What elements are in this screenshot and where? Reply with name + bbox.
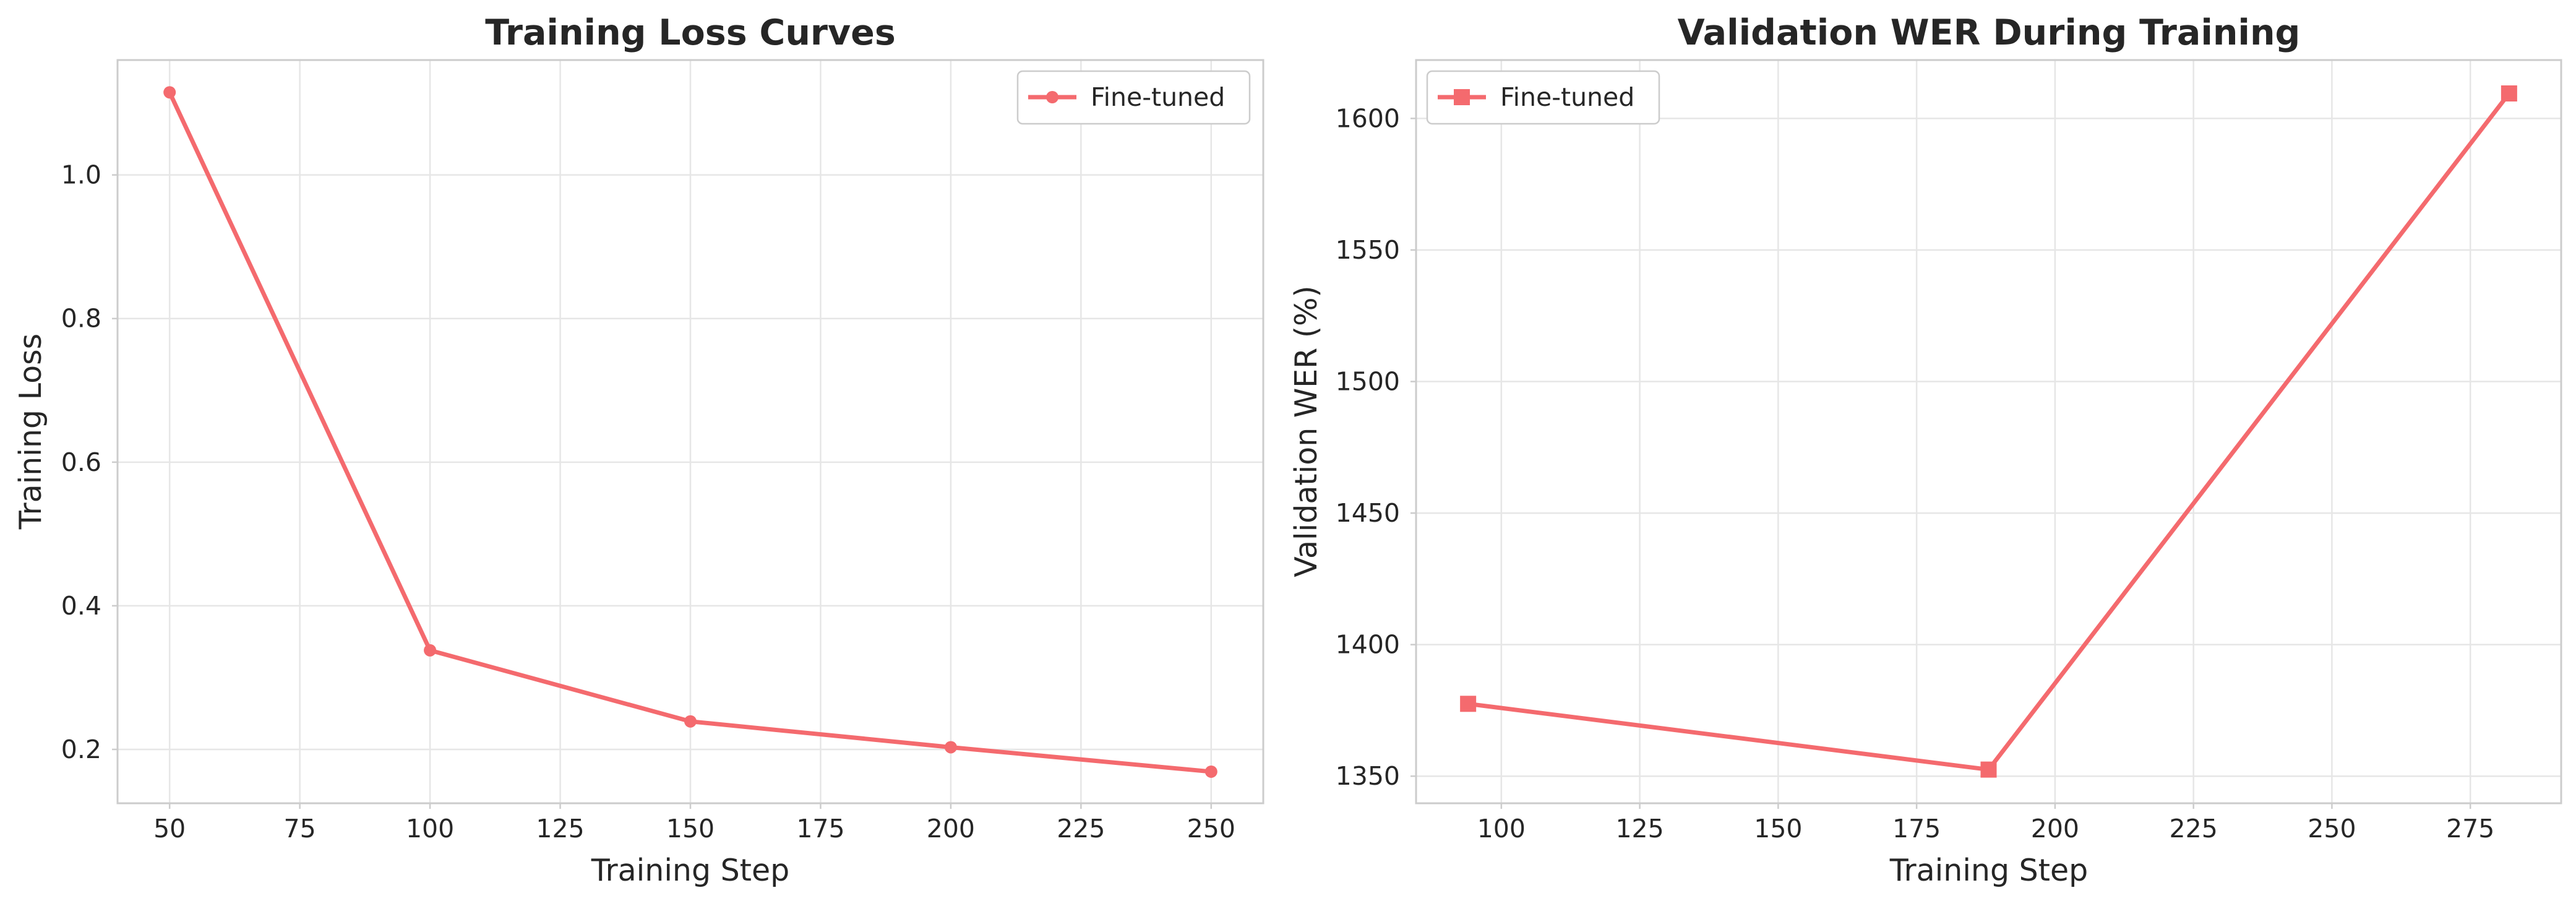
wer-y-tick-label: 1500 (1336, 367, 1400, 397)
wer-gridlines (1416, 60, 2561, 803)
wer-x-tick-label: 100 (1477, 814, 1526, 843)
loss-legend-marker (1046, 91, 1058, 103)
loss-data-point (1204, 765, 1217, 778)
loss-y-tick-label: 0.4 (61, 591, 101, 621)
wer-y-tick-label: 1550 (1336, 235, 1400, 265)
wer-y-tick-label: 1450 (1336, 498, 1400, 528)
loss-x-axis-label: Training Step (591, 853, 790, 888)
loss-y-tick-label: 1.0 (61, 160, 101, 190)
wer-chart-title: Validation WER During Training (1678, 12, 2301, 53)
wer-data-point (1980, 761, 1997, 778)
wer-x-tick-label: 175 (1892, 814, 1941, 843)
wer-legend-label: Fine-tuned (1500, 82, 1634, 112)
loss-chart-title: Training Loss Curves (485, 12, 896, 53)
wer-x-tick-label: 150 (1754, 814, 1802, 843)
wer-data-point (1460, 696, 1477, 712)
loss-x-tick-label: 125 (536, 814, 584, 843)
loss-legend-label: Fine-tuned (1091, 82, 1225, 112)
loss-x-tick-label: 250 (1187, 814, 1235, 843)
wer-plot-area (1416, 60, 2561, 803)
loss-data-point (684, 715, 697, 728)
wer-y-tick-label: 1350 (1336, 761, 1400, 791)
loss-chart: Training Loss Curves 50 75 100 125 150 175 200… (13, 12, 1264, 888)
loss-y-tick-label: 0.8 (61, 304, 101, 334)
wer-legend-box (1426, 70, 1660, 125)
wer-y-tick-label: 1600 (1336, 103, 1400, 133)
wer-x-axis-label: Training Step (1889, 853, 2089, 888)
loss-y-axis-label: Training Loss (13, 334, 48, 530)
wer-legend-marker (1454, 89, 1470, 105)
wer-ticks: 100 125 150 175 200 225 250 275 1350 1400 1450 1500… (1336, 103, 2495, 843)
loss-x-tick-label: 200 (927, 814, 975, 843)
wer-data-point (2501, 85, 2517, 101)
wer-chart: Validation WER During Training 100 125 150… (1289, 12, 2562, 888)
wer-y-tick-label: 1400 (1336, 630, 1400, 660)
wer-x-tick-label: 250 (2308, 814, 2356, 843)
wer-y-axis-label: Validation WER (%) (1289, 285, 1324, 577)
loss-legend: Fine-tuned (1016, 70, 1251, 125)
loss-x-tick-label: 75 (284, 814, 316, 843)
loss-x-tick-label: 50 (153, 814, 186, 843)
loss-gridlines (118, 60, 1263, 803)
wer-x-tick-label: 200 (2031, 814, 2079, 843)
loss-data-point (163, 86, 176, 99)
wer-legend: Fine-tuned (1426, 70, 1660, 125)
loss-x-tick-label: 225 (1057, 814, 1105, 843)
loss-y-tick-label: 0.2 (61, 735, 101, 764)
wer-plot-frame (1415, 59, 2562, 805)
loss-ticks: 50 75 100 125 150 175 200 225 250 0.2 0.4 0.6 0.8 1.0 (61, 160, 1235, 843)
loss-plot-frame (116, 59, 1264, 805)
loss-legend-box (1016, 70, 1251, 125)
loss-y-tick-label: 0.6 (61, 447, 101, 477)
loss-x-tick-label: 100 (406, 814, 454, 843)
wer-series (1460, 85, 2517, 778)
wer-x-tick-label: 225 (2170, 814, 2218, 843)
loss-x-tick-label: 150 (666, 814, 715, 843)
wer-x-tick-label: 125 (1615, 814, 1664, 843)
loss-data-point (944, 741, 957, 754)
loss-data-point (424, 644, 437, 657)
loss-series (163, 86, 1217, 778)
loss-x-tick-label: 175 (796, 814, 844, 843)
wer-x-tick-label: 275 (2446, 814, 2494, 843)
